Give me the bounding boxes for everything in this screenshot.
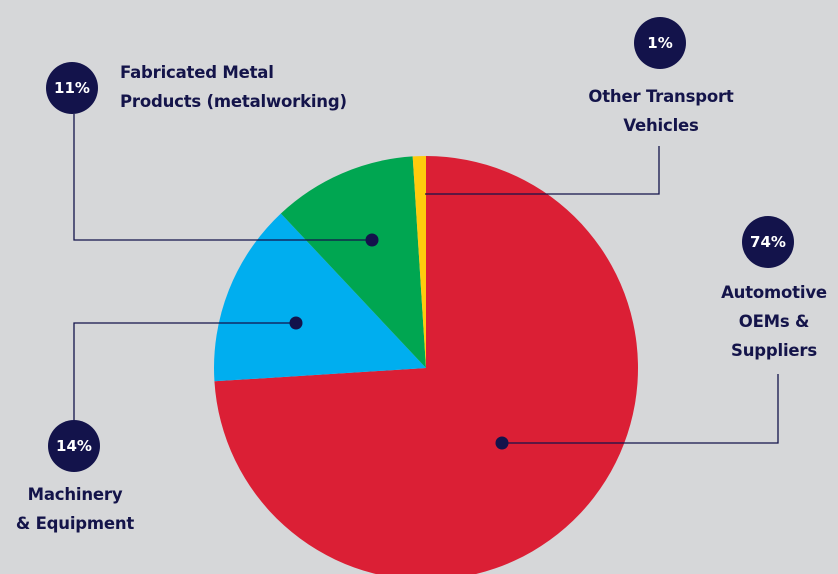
leader-line-automotive <box>502 374 779 444</box>
percent-badge-fabricated-metal: 11% <box>46 62 98 114</box>
slice-label-other-transport: Other Transport Vehicles <box>588 87 734 135</box>
leader-dot-fabricated-metal <box>365 233 379 247</box>
leader-lines <box>73 114 779 450</box>
slice-label-automotive: Automotive OEMs & Suppliers <box>721 283 827 360</box>
leader-dot-machinery <box>289 316 303 330</box>
pie-slices <box>214 156 638 574</box>
leader-line-other-transport <box>425 146 660 195</box>
pie-slice-fabricated-metal <box>280 156 426 368</box>
pie-slice-automotive <box>214 156 638 574</box>
percent-badge-machinery: 14% <box>48 420 100 472</box>
percent-badge-automotive: 74% <box>742 216 794 268</box>
slice-label-machinery: Machinery & Equipment <box>15 485 135 533</box>
pie-slice-machinery <box>214 213 426 382</box>
leader-line-machinery <box>73 322 296 420</box>
slice-label-fabricated-metal: Fabricated Metal Products (metalworking) <box>120 63 347 111</box>
leader-dot-automotive <box>495 436 509 450</box>
leader-line-fabricated-metal <box>73 114 372 241</box>
pie-slice-other-transport <box>412 156 426 368</box>
percent-badge-other-transport: 1% <box>634 17 686 69</box>
